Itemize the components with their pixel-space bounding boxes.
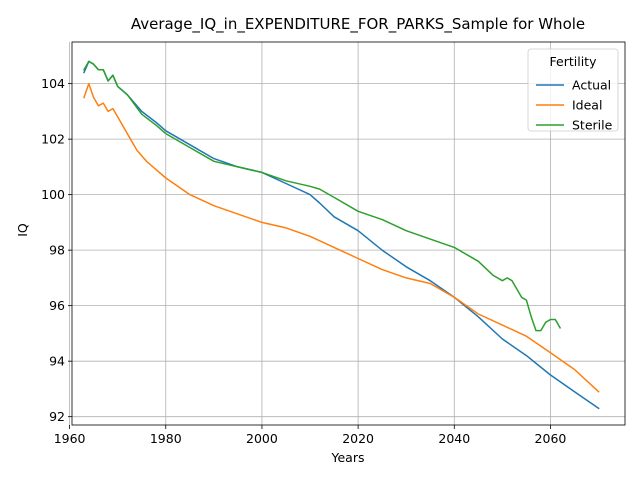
series-line-sterile bbox=[82, 60, 562, 332]
series-line-ideal bbox=[83, 82, 600, 393]
legend-label-actual: Actual bbox=[572, 78, 611, 93]
y-tick-label: 104 bbox=[41, 76, 65, 91]
plot-frame bbox=[71, 41, 626, 426]
x-tick-label: 1960 bbox=[54, 431, 86, 446]
y-axis-label: IQ bbox=[15, 223, 30, 237]
y-tick-label: 100 bbox=[41, 187, 65, 202]
legend-label-sterile: Sterile bbox=[572, 118, 613, 133]
series-layer bbox=[82, 60, 600, 410]
legend: Fertility Actual Ideal Sterile bbox=[527, 48, 619, 133]
x-axis-label: Years bbox=[331, 450, 365, 465]
y-tick-label: 94 bbox=[49, 354, 65, 369]
legend-box bbox=[527, 48, 619, 132]
legend-title: Fertility bbox=[550, 54, 598, 69]
x-tick-label: 2040 bbox=[438, 431, 470, 446]
x-tick-label: 1980 bbox=[150, 431, 182, 446]
x-tick-label: 2060 bbox=[535, 431, 567, 446]
x-axis-ticks: 1960 1980 2000 2020 2040 2060 bbox=[54, 425, 567, 446]
y-tick-label: 92 bbox=[49, 409, 65, 424]
y-tick-label: 96 bbox=[49, 298, 65, 313]
legend-label-ideal: Ideal bbox=[572, 98, 602, 113]
y-tick-label: 102 bbox=[41, 132, 65, 147]
x-tick-label: 2000 bbox=[246, 431, 278, 446]
grid-lines bbox=[69, 42, 625, 425]
y-tick-label: 98 bbox=[49, 243, 65, 258]
x-tick-label: 2020 bbox=[342, 431, 374, 446]
y-axis-ticks: 92 94 96 98 100 102 104 bbox=[41, 76, 72, 424]
chart-title: Average_IQ_in_EXPENDITURE_FOR_PARKS_Samp… bbox=[131, 15, 585, 34]
